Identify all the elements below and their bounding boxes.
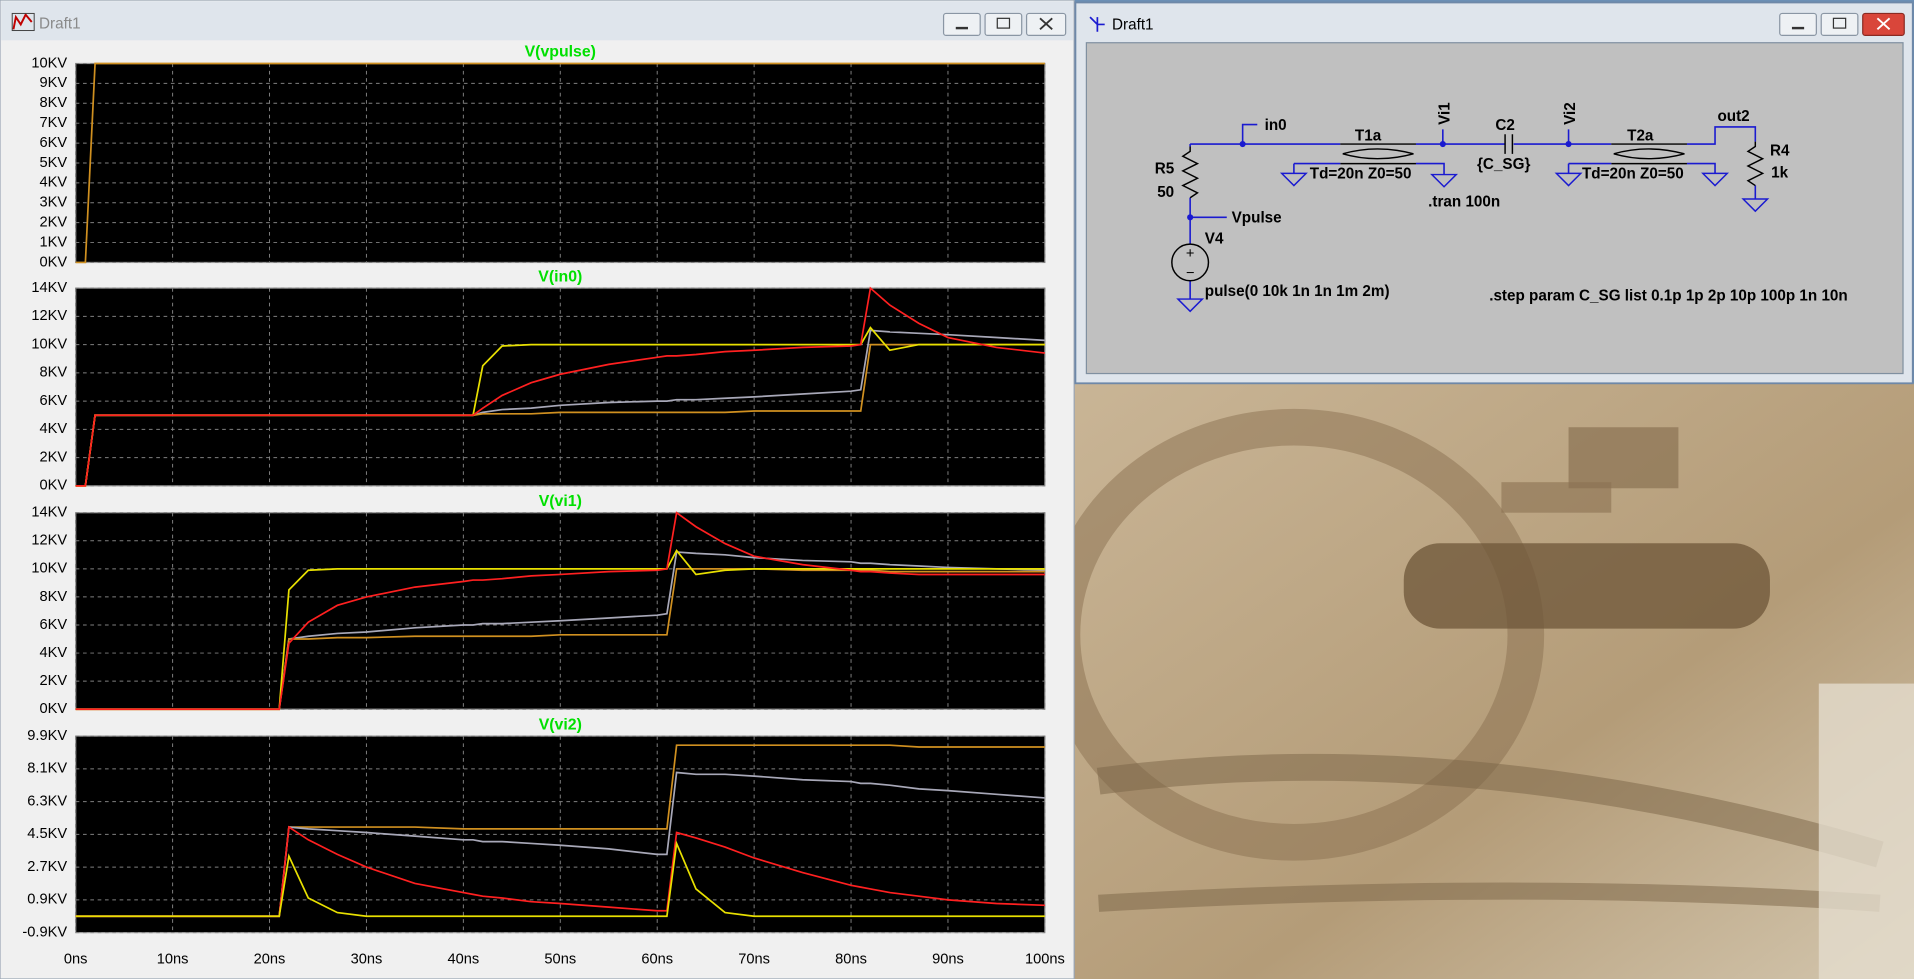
x-tick-label: 50ns [544,951,576,967]
net-label: out2 [1717,108,1749,125]
plot-title: V(vi2) [539,716,582,733]
trace [75,551,1045,711]
trace [75,62,1045,264]
window-controls[interactable] [1779,12,1905,37]
trace [75,286,1045,487]
desktop-background [1043,383,1914,979]
y-tick-label: 5KV [39,155,67,171]
component-label: T1a [1355,128,1382,145]
component-value: 50 [1157,184,1174,201]
y-tick-label: 0KV [39,478,67,494]
y-tick-label: 12KV [31,308,67,324]
trace [75,511,1045,711]
y-tick-label: 4KV [39,421,67,437]
y-tick-label: 4KV [39,175,67,191]
waveform-plots: V(vpulse) 0KV 1KV 2KV 3KV 4KV 5KV 6KV 7KV 8KV 9KV 1… [22,44,1064,968]
y-tick-label: 8.1KV [27,761,67,777]
y-tick-label: 10KV [31,561,67,577]
y-tick-label: 3KV [39,195,67,211]
y-tick-label: 14KV [31,505,67,521]
app-icon [1089,16,1105,32]
plot-title: V(vpulse) [525,44,596,61]
x-tick-label: 20ns [254,951,286,967]
net-label: Vi2 [1562,102,1579,125]
window-title: Draft1 [39,15,81,32]
y-tick-label: 2KV [39,215,67,231]
component-value: 1k [1771,164,1788,181]
y-tick-label: 4KV [39,645,67,661]
y-tick-label: 0KV [39,701,67,717]
schematic-window: Draft1 + − in0 T1a Vi1 C2 Vi2 T2a out2 [1074,1,1914,385]
x-tick-label: 40ns [448,951,480,967]
y-tick-label: 6KV [39,135,67,151]
y-tick-label: 12KV [31,533,67,549]
spice-directive: .step param C_SG list 0.1p 1p 2p 10p 100… [1489,288,1848,305]
x-tick-label: 100ns [1025,951,1065,967]
plot-title: V(vi1) [539,493,582,510]
y-tick-label: 2KV [39,449,67,465]
component-label: T2a [1627,128,1654,145]
net-label: in0 [1265,117,1287,134]
y-tick-label: 2.7KV [27,859,67,875]
svg-text:−: − [1186,265,1195,281]
trace [75,549,1045,711]
schematic-canvas [1085,42,1904,375]
trace [75,771,1045,918]
component-value: {C_SG} [1477,156,1530,173]
y-tick-label: 8KV [39,365,67,381]
component-label: R4 [1770,142,1790,159]
y-tick-label: 4.5KV [27,826,67,842]
svg-text:+: + [1186,246,1195,262]
y-tick-label: 1KV [39,234,67,250]
waveform-window: Draft1 V(vpulse) 0KV 1KV 2KV 3KV 4KV 5KV 6KV 7KV… [0,0,1075,979]
component-label: R5 [1155,161,1175,178]
title-bar [1,1,1073,41]
trace [75,825,1045,918]
y-tick-label: -0.9KV [22,924,67,940]
trace [75,567,1045,711]
x-tick-label: 80ns [835,951,867,967]
x-tick-label: 60ns [641,951,673,967]
y-tick-label: 6KV [39,393,67,409]
app-icon [12,12,33,30]
component-value: pulse(0 10k 1n 1n 1m 2m) [1205,283,1390,300]
plot-title: V(in0) [538,268,582,285]
component-value: Td=20n Z0=50 [1310,166,1412,183]
schematic: + − in0 T1a Vi1 C2 Vi2 T2a out2 R5 50 R4… [1155,102,1848,313]
x-tick-label: 30ns [351,951,383,967]
y-tick-label: 6.3KV [27,793,67,809]
x-tick-label: 70ns [738,951,770,967]
net-label: Vpulse [1232,210,1282,227]
y-tick-label: 6KV [39,617,67,633]
y-tick-label: 2KV [39,673,67,689]
component-label: V4 [1205,230,1224,247]
y-tick-label: 10KV [31,55,67,71]
y-tick-label: 8KV [39,589,67,605]
y-tick-label: 10KV [31,336,67,352]
y-tick-label: 14KV [31,280,67,296]
component-label: C2 [1495,117,1515,134]
component-value: Td=20n Z0=50 [1582,166,1684,183]
trace [75,744,1045,918]
y-tick-label: 0KV [39,254,67,270]
window-title: Draft1 [1112,17,1154,34]
y-tick-label: 0.9KV [27,892,67,908]
x-tick-label: 90ns [932,951,964,967]
y-tick-label: 9.9KV [27,728,67,744]
y-tick-label: 7KV [39,115,67,131]
y-tick-label: 8KV [39,95,67,111]
x-tick-label: 10ns [157,951,189,967]
net-label: Vi1 [1436,102,1453,125]
x-tick-label: 0ns [64,951,88,967]
trace [75,840,1045,918]
spice-directive: .tran 100n [1428,194,1500,211]
y-tick-label: 9KV [39,75,67,91]
window-controls[interactable] [942,12,1067,37]
